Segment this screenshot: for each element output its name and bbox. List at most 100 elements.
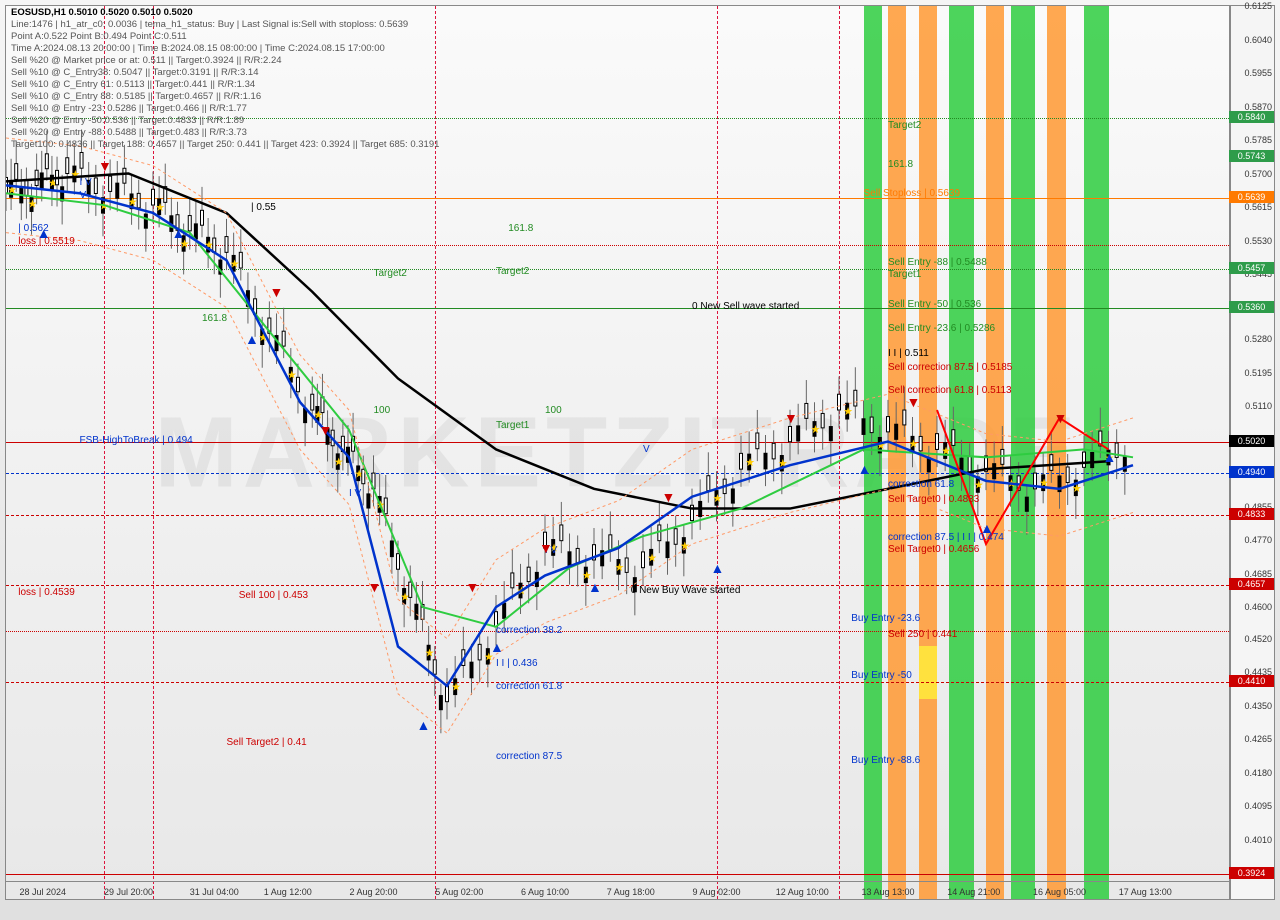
chart-annotation: Target2 [888,120,921,131]
arrow-down-icon: ▼ [98,158,112,174]
arrow-up-icon: ▲ [1103,449,1117,465]
price-label: 0.4410 [1229,675,1274,687]
svg-text:★: ★ [778,458,788,470]
svg-text:★: ★ [376,499,386,511]
y-tick: 0.4770 [1232,535,1272,545]
x-axis: 28 Jul 202429 Jul 20:0031 Jul 04:001 Aug… [6,881,1229,899]
arrow-down-icon: ▼ [907,394,921,410]
y-tick: 0.4095 [1232,801,1272,811]
chart-annotation: Sell 100 | 0.453 [239,590,308,601]
price-label: 0.3924 [1229,867,1274,879]
horizontal-line [6,198,1229,199]
zone-bar [986,6,1004,899]
horizontal-line [6,682,1229,683]
chart-annotation: Sell Entry -88 | 0.5488 [888,257,987,268]
zone-bar [1047,6,1065,899]
horizontal-line [6,631,1229,632]
x-tick: 14 Aug 21:00 [947,887,1000,897]
x-tick: 9 Aug 02:00 [692,887,740,897]
vertical-line [839,6,840,899]
svg-text:★: ★ [155,202,165,214]
horizontal-line [6,269,1229,270]
svg-text:★: ★ [974,480,984,492]
chart-annotation: Buy Entry -50 [851,670,912,681]
chart-annotation: V [80,190,87,201]
price-label: 0.4833 [1229,508,1274,520]
y-tick: 0.5110 [1232,401,1272,411]
zone-bar [949,6,974,899]
x-tick: 28 Jul 2024 [19,887,66,897]
x-tick: 31 Jul 04:00 [190,887,239,897]
zone-bar [919,646,937,699]
info-line: Sell %10 @ C_Entry 88: 0.5185 || Target:… [11,91,261,102]
arrow-down-icon: ▼ [270,284,284,300]
chart-annotation: Sell Entry -50 | 0.536 [888,299,981,310]
chart-annotation: 161.8 [508,223,533,234]
y-axis: 0.61250.60400.59550.58700.57850.57000.56… [1230,5,1275,900]
chart-annotation: correction 38.2 [496,625,562,636]
chart-annotation: FSB-HighToBreak | 0.494 [80,435,193,446]
arrow-up-icon: ▲ [172,225,186,241]
chart-annotation: 0 New Buy Wave started [631,585,741,596]
price-label: 0.5639 [1229,191,1274,203]
arrow-up-icon: ▲ [588,579,602,595]
horizontal-line [6,473,1229,474]
svg-text:★: ★ [517,586,527,598]
svg-text:★: ★ [258,332,268,344]
x-tick: 2 Aug 20:00 [349,887,397,897]
chart-annotation: I V [349,488,361,499]
svg-text:★: ★ [1072,483,1082,495]
chart-annotation: Buy Entry -23.6 [851,613,920,624]
chart-annotation: V [643,444,650,455]
zone-bar [919,6,937,899]
x-tick: 7 Aug 18:00 [607,887,655,897]
horizontal-line [6,245,1229,246]
y-tick: 0.5870 [1232,102,1272,112]
chart-annotation: 0 New Sell wave started [692,301,799,312]
arrow-up-icon: ▲ [37,225,51,241]
price-label: 0.4940 [1229,466,1274,478]
svg-text:★: ★ [28,199,38,211]
chart-annotation: correction 61.8 [888,479,954,490]
info-line: Sell %20 @ Market price or at: 0.511 || … [11,55,282,66]
chart-annotation: Sell Target2 | 0.41 [227,737,307,748]
chart-annotation: I V [80,177,92,188]
chart-title: EOSUSD,H1 0.5010 0.5020 0.5010 0.5020 [11,7,193,18]
y-tick: 0.4520 [1232,634,1272,644]
zone-bar [1011,6,1036,899]
info-line: Sell %10 @ Entry -23: 0.5286 || Target:0… [11,103,247,114]
info-line: Time A:2024.08.13 20:00:00 | Time B:2024… [11,43,385,54]
info-line: Sell %20 @ Entry -50:0.536 || Target:0.4… [11,115,244,126]
y-tick: 0.5195 [1232,368,1272,378]
x-tick: 12 Aug 10:00 [776,887,829,897]
horizontal-line [6,874,1229,875]
chart-annotation: I I | 0.436 [496,658,538,669]
y-tick: 0.6125 [1232,1,1272,11]
chart-annotation: Sell correction 87.5 | 0.5185 [888,362,1012,373]
price-label: 0.5840 [1229,111,1274,123]
arrow-down-icon: ▼ [662,489,676,505]
svg-text:★: ★ [400,591,410,603]
svg-text:★: ★ [48,178,58,190]
y-tick: 0.4010 [1232,835,1272,845]
arrow-down-icon: ▼ [1054,410,1068,426]
chart-area[interactable]: MARKETZITRADE ★★★★★★★★★★★★★★★★★★★★★★★★★★… [5,5,1230,900]
y-tick: 0.4180 [1232,768,1272,778]
svg-text:★: ★ [745,457,755,469]
x-tick: 17 Aug 13:00 [1119,887,1172,897]
x-tick: 29 Jul 20:00 [104,887,153,897]
chart-annotation: 161.8 [202,313,227,324]
chart-annotation: Sell Stoploss | 0.5639 [864,188,961,199]
vertical-line [717,6,718,899]
chart-annotation: I I | 0.511 [888,348,929,359]
svg-text:★: ★ [451,682,461,694]
arrow-up-icon: ▲ [980,520,994,536]
info-line: Sell %10 @ C_Entry38: 0.5047 || Target:0… [11,67,258,78]
svg-text:★: ★ [334,457,344,469]
svg-text:★: ★ [909,439,919,451]
y-tick: 0.5615 [1232,202,1272,212]
arrow-down-icon: ▼ [466,579,480,595]
y-tick: 0.4600 [1232,602,1272,612]
svg-text:★: ★ [287,370,297,382]
price-label: 0.5743 [1229,150,1274,162]
